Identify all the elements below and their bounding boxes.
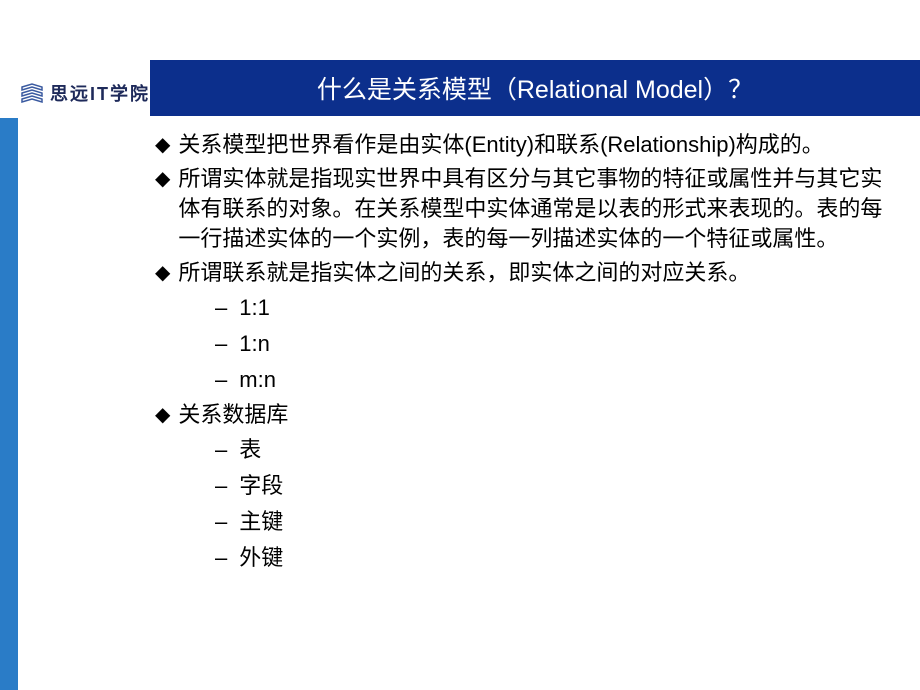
slide-container: 思远IT学院 什么是关系模型（Relational Model）？ ◆ 关系模型把…: [0, 0, 920, 690]
logo-text: 思远IT学院: [50, 80, 150, 106]
diamond-icon: ◆: [155, 164, 170, 194]
dash-icon: –: [215, 292, 227, 324]
dash-icon: –: [215, 364, 227, 396]
sub-text: m:n: [239, 364, 276, 396]
dash-icon: –: [215, 328, 227, 360]
logo: 思远IT学院: [20, 80, 150, 106]
bullet-text: 所谓实体就是指现实世界中具有区分与其它事物的特征或属性并与其它实体有联系的对象。…: [178, 164, 895, 254]
diamond-icon: ◆: [155, 400, 170, 430]
sub-text: 字段: [239, 470, 283, 502]
sub-text: 1:n: [239, 328, 270, 360]
sub-item: –m:n: [215, 364, 895, 396]
bullet-item: ◆ 关系数据库: [155, 400, 895, 430]
dash-icon: –: [215, 542, 227, 574]
content-area: ◆ 关系模型把世界看作是由实体(Entity)和联系(Relationship)构…: [155, 130, 895, 578]
sub-text: 表: [239, 434, 261, 466]
sub-item: –字段: [215, 470, 895, 502]
sub-item: –主键: [215, 506, 895, 538]
bullet-item: ◆ 所谓联系就是指实体之间的关系，即实体之间的对应关系。: [155, 258, 895, 288]
bullet-text: 所谓联系就是指实体之间的关系，即实体之间的对应关系。: [178, 258, 750, 288]
bullet-text: 关系模型把世界看作是由实体(Entity)和联系(Relationship)构成…: [178, 130, 823, 160]
diamond-icon: ◆: [155, 130, 170, 160]
title-bar: 什么是关系模型（Relational Model）？: [150, 60, 920, 116]
sub-item: –1:n: [215, 328, 895, 360]
sub-text: 主键: [239, 506, 283, 538]
left-accent-bar: [0, 118, 18, 690]
sub-text: 1:1: [239, 292, 270, 324]
sub-item: –表: [215, 434, 895, 466]
dash-icon: –: [215, 470, 227, 502]
bullet-text: 关系数据库: [178, 400, 288, 430]
logo-icon: [20, 83, 44, 103]
diamond-icon: ◆: [155, 258, 170, 288]
sub-text: 外键: [239, 542, 283, 574]
dash-icon: –: [215, 434, 227, 466]
bullet-item: ◆ 关系模型把世界看作是由实体(Entity)和联系(Relationship)构…: [155, 130, 895, 160]
dash-icon: –: [215, 506, 227, 538]
sub-item: –1:1: [215, 292, 895, 324]
bullet-item: ◆ 所谓实体就是指现实世界中具有区分与其它事物的特征或属性并与其它实体有联系的对象…: [155, 164, 895, 254]
slide-title: 什么是关系模型（Relational Model）？: [317, 70, 753, 106]
sub-item: –外键: [215, 542, 895, 574]
